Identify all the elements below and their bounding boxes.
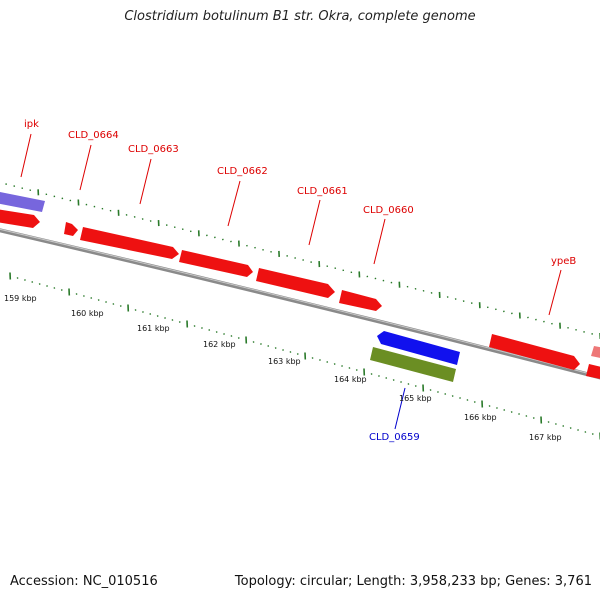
lower-tick-track xyxy=(9,272,600,440)
gene-arrow-edge-pink[interactable] xyxy=(591,346,600,360)
gene-label-cld-0661[interactable]: CLD_0661 xyxy=(297,186,348,197)
gene-label-cld-0663[interactable]: CLD_0663 xyxy=(128,144,179,155)
map-title: Clostridium botulinum B1 str. Okra, comp… xyxy=(124,9,476,24)
scale-label: 160 kbp xyxy=(71,309,104,318)
scale-label: 162 kbp xyxy=(203,340,236,349)
upper-tick-track xyxy=(5,183,600,340)
leader-cld-0662 xyxy=(227,180,241,227)
gene-label-cld-0662[interactable]: CLD_0662 xyxy=(217,166,268,177)
gene-arrow-ypeB[interactable] xyxy=(489,334,580,370)
gene-arrow-cld-0664[interactable] xyxy=(80,227,179,259)
leader-ypeB xyxy=(548,269,562,316)
scale-label: 161 kbp xyxy=(137,324,170,333)
gene-arrow-cld-0659[interactable] xyxy=(377,331,460,365)
gene-arrow-edge-red[interactable] xyxy=(586,364,600,381)
leader-cld-0661 xyxy=(308,199,321,246)
scale-label: 159 kbp xyxy=(4,294,37,303)
gene-arrow-small[interactable] xyxy=(64,222,78,236)
gene-label-cld-0664[interactable]: CLD_0664 xyxy=(68,130,119,141)
scale-label: 165 kbp xyxy=(399,394,432,403)
leader-cld-0664 xyxy=(79,144,92,191)
genome-backbone-highlight xyxy=(0,228,600,377)
leader-cld-0663 xyxy=(139,158,152,205)
accession-text: Accession: NC_010516 xyxy=(10,574,158,589)
gene-arrow-cld-0661[interactable] xyxy=(339,290,382,311)
scale-label: 167 kbp xyxy=(529,433,562,442)
gene-label-cld-0659[interactable]: CLD_0659 xyxy=(369,432,420,443)
genome-summary-text: Topology: circular; Length: 3,958,233 bp… xyxy=(234,574,592,589)
feature-green-box[interactable] xyxy=(370,347,456,382)
genome-backbone xyxy=(0,228,600,380)
scale-label: 163 kbp xyxy=(268,357,301,366)
gene-arrow-ipk[interactable] xyxy=(0,208,40,228)
leader-cld-0659 xyxy=(394,387,406,430)
gene-arrow-cld-0662[interactable] xyxy=(256,268,335,298)
orf-arrow-purple[interactable] xyxy=(0,190,45,212)
leader-cld-0660 xyxy=(373,218,386,265)
gene-label-cld-0660[interactable]: CLD_0660 xyxy=(363,205,414,216)
gene-arrow-cld-0663[interactable] xyxy=(179,250,253,277)
gene-label-ypeB[interactable]: ypeB xyxy=(551,256,576,267)
scale-label: 164 kbp xyxy=(334,375,367,384)
scale-label: 166 kbp xyxy=(464,413,497,422)
leader-ipk xyxy=(20,133,32,178)
gene-label-ipk[interactable]: ipk xyxy=(24,119,39,130)
